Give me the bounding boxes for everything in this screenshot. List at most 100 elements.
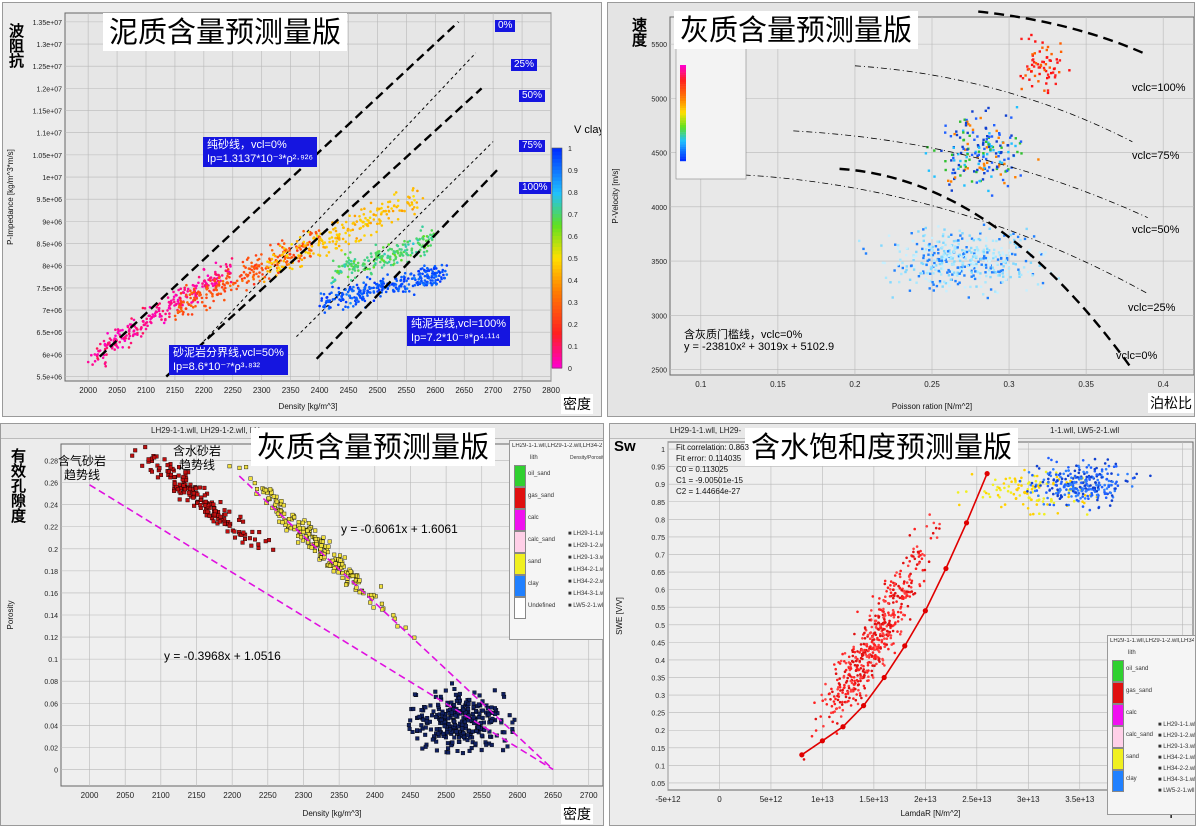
data-point xyxy=(1017,486,1020,490)
legend-lith-label: calc_sand xyxy=(528,537,556,543)
data-point xyxy=(945,260,948,263)
data-point xyxy=(387,217,391,220)
data-point xyxy=(366,267,369,271)
data-point xyxy=(380,283,384,287)
data-point xyxy=(1037,494,1040,497)
data-point xyxy=(1049,474,1053,478)
data-point xyxy=(946,253,949,257)
data-point xyxy=(877,628,880,631)
data-point xyxy=(298,244,301,247)
data-point xyxy=(477,693,482,698)
data-point xyxy=(318,547,323,552)
data-point xyxy=(205,308,208,312)
legend-swatch xyxy=(1112,770,1124,792)
data-point xyxy=(1038,251,1042,254)
data-point xyxy=(915,281,918,284)
data-point xyxy=(843,686,846,689)
data-point xyxy=(446,722,451,727)
data-point xyxy=(423,253,426,257)
data-point xyxy=(873,648,877,651)
data-point xyxy=(905,581,909,584)
data-point xyxy=(923,568,927,572)
colorbar-segment xyxy=(552,250,562,255)
data-point xyxy=(1042,66,1046,70)
data-point xyxy=(235,279,239,283)
data-point xyxy=(1059,42,1062,45)
data-point xyxy=(947,274,951,277)
data-point xyxy=(952,239,956,243)
data-point xyxy=(861,649,864,652)
data-point xyxy=(270,257,274,261)
data-point xyxy=(394,277,398,281)
data-point xyxy=(943,257,946,260)
data-point xyxy=(423,744,428,749)
data-point xyxy=(423,264,426,268)
data-point xyxy=(369,291,372,294)
data-point xyxy=(398,254,402,257)
data-point xyxy=(114,334,117,338)
legend-well-label: ■ LH29-1-2.wll xyxy=(1158,733,1196,739)
data-point xyxy=(1038,512,1041,515)
data-point xyxy=(933,149,936,152)
fit-curve-marker xyxy=(799,752,805,758)
data-point xyxy=(887,647,890,651)
data-point xyxy=(995,488,998,492)
data-point xyxy=(880,640,884,644)
y-tick-label: 0.55 xyxy=(651,605,665,612)
data-point xyxy=(837,695,841,698)
data-point xyxy=(258,279,262,283)
data-point xyxy=(915,545,919,548)
data-point xyxy=(1032,512,1035,516)
data-point xyxy=(824,682,827,686)
data-point xyxy=(246,273,250,277)
mini-legend-colorbar xyxy=(680,132,686,135)
data-point xyxy=(274,254,277,258)
curve-label-25: vclc=25% xyxy=(1128,302,1176,314)
data-point xyxy=(851,654,855,658)
y-tick-label: 0.24 xyxy=(44,503,58,510)
data-point xyxy=(407,726,412,731)
data-point xyxy=(412,692,417,697)
data-point xyxy=(403,277,406,281)
data-point xyxy=(948,252,952,255)
shale-line-label: 纯泥岩线,vcl=100% xyxy=(411,318,507,330)
data-point xyxy=(885,637,889,640)
colorbar-segment xyxy=(552,302,562,307)
data-point xyxy=(389,263,393,267)
data-point xyxy=(977,269,980,273)
data-point xyxy=(357,578,362,583)
data-point xyxy=(972,274,975,277)
data-point xyxy=(216,293,219,297)
data-point xyxy=(323,241,327,244)
colorbar-segment xyxy=(552,298,562,303)
data-point xyxy=(998,274,1001,277)
data-point xyxy=(951,273,954,276)
data-point xyxy=(947,268,950,272)
data-point xyxy=(335,240,339,243)
data-point xyxy=(255,272,258,276)
data-point xyxy=(431,709,436,714)
fit-curve-marker xyxy=(963,520,970,526)
data-point xyxy=(338,558,343,563)
colorbar-segment xyxy=(552,181,562,186)
data-point xyxy=(917,275,921,278)
data-point xyxy=(255,267,259,270)
colorbar-segment xyxy=(552,357,562,362)
data-point xyxy=(942,249,946,253)
vclc-curve xyxy=(793,130,1148,219)
data-point xyxy=(942,268,945,271)
legend-swatch xyxy=(1112,660,1124,682)
data-point xyxy=(897,244,900,247)
fit-curve xyxy=(801,473,988,756)
data-point xyxy=(301,526,306,531)
legend-swatch xyxy=(1112,726,1124,748)
data-point xyxy=(377,288,381,292)
data-point xyxy=(396,261,399,264)
data-point xyxy=(412,187,415,190)
data-point xyxy=(1000,146,1003,149)
data-point xyxy=(480,708,485,713)
data-point xyxy=(974,117,978,120)
data-point xyxy=(957,255,961,258)
data-point xyxy=(103,347,107,351)
data-point xyxy=(846,676,849,680)
